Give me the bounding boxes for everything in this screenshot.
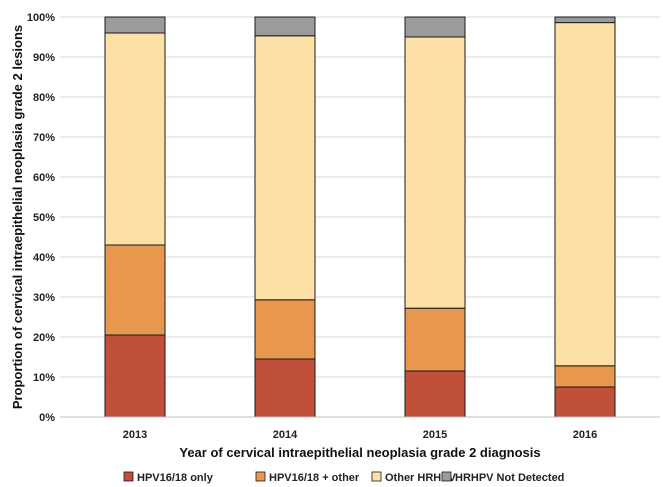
- y-axis-ticks: 0% 10% 20% 30% 40% 50% 60% 70% 80% 90% 100%: [27, 12, 55, 424]
- y-tick-label: 100%: [27, 12, 55, 24]
- legend-swatch: [441, 471, 452, 482]
- legend-swatch: [255, 471, 266, 482]
- x-tick-label: 2015: [423, 429, 447, 441]
- legend-item: Other HRHPV: [371, 471, 457, 484]
- y-axis-title: Proportion of cervical intraepithelial n…: [10, 25, 25, 409]
- bar-segment-other-hrhpv-2014: [254, 35, 316, 301]
- bar-segment-hpv16-18-only-2014: [254, 358, 316, 418]
- x-axis-ticks: 2013 2014 2015 2016: [123, 429, 597, 441]
- bar-segment-hpv16-18-only-2015: [404, 370, 466, 418]
- bar-segment-other-hrhpv-2013: [104, 32, 166, 246]
- x-tick-label: 2014: [273, 429, 298, 441]
- y-tick-label: 60%: [33, 172, 55, 184]
- legend-label: Other HRHPV: [385, 472, 457, 484]
- legend: HPV16/18 only HPV16/18 + other Other HRHPV…: [123, 471, 564, 484]
- bar-segment-hpv16-18-only-2013: [104, 334, 166, 418]
- legend-label: HPV16/18 only: [137, 472, 214, 484]
- y-tick-label: 40%: [33, 252, 55, 264]
- bar-segment-other-hrhpv-2016: [554, 22, 616, 367]
- bar-segment-hpv16-18-other-2014: [254, 299, 316, 360]
- legend-item: HPV16/18 + other: [255, 471, 360, 484]
- y-tick-label: 0%: [39, 412, 55, 424]
- bar-segment-hrhpv-not-detected-2016: [554, 16, 616, 24]
- y-tick-label: 50%: [33, 212, 55, 224]
- bars: [104, 16, 616, 418]
- bar-segment-hpv16-18-only-2016: [554, 386, 616, 418]
- x-axis-title: Year of cervical intraepithelial neoplas…: [179, 445, 540, 460]
- y-tick-label: 80%: [33, 92, 55, 104]
- legend-label: HRHPV Not Detected: [455, 472, 564, 484]
- bar-segment-hrhpv-not-detected-2014: [254, 16, 316, 37]
- legend-swatch: [371, 471, 382, 482]
- y-tick-label: 20%: [33, 332, 55, 344]
- y-tick-label: 30%: [33, 292, 55, 304]
- bar-segment-hrhpv-not-detected-2013: [104, 16, 166, 34]
- x-tick-label: 2016: [573, 429, 597, 441]
- bar-segment-other-hrhpv-2015: [404, 36, 466, 309]
- y-tick-label: 70%: [33, 132, 55, 144]
- bar-segment-hpv16-18-other-2015: [404, 307, 466, 372]
- legend-swatch: [123, 471, 134, 482]
- legend-item: HRHPV Not Detected: [441, 471, 564, 484]
- bar-segment-hrhpv-not-detected-2015: [404, 16, 466, 38]
- y-tick-label: 90%: [33, 52, 55, 64]
- x-tick-label: 2013: [123, 429, 147, 441]
- bar-segment-hpv16-18-other-2016: [554, 365, 616, 388]
- bar-segment-hpv16-18-other-2013: [104, 244, 166, 336]
- y-tick-label: 10%: [33, 372, 55, 384]
- legend-label: HPV16/18 + other: [269, 472, 360, 484]
- legend-item: HPV16/18 only: [123, 471, 214, 484]
